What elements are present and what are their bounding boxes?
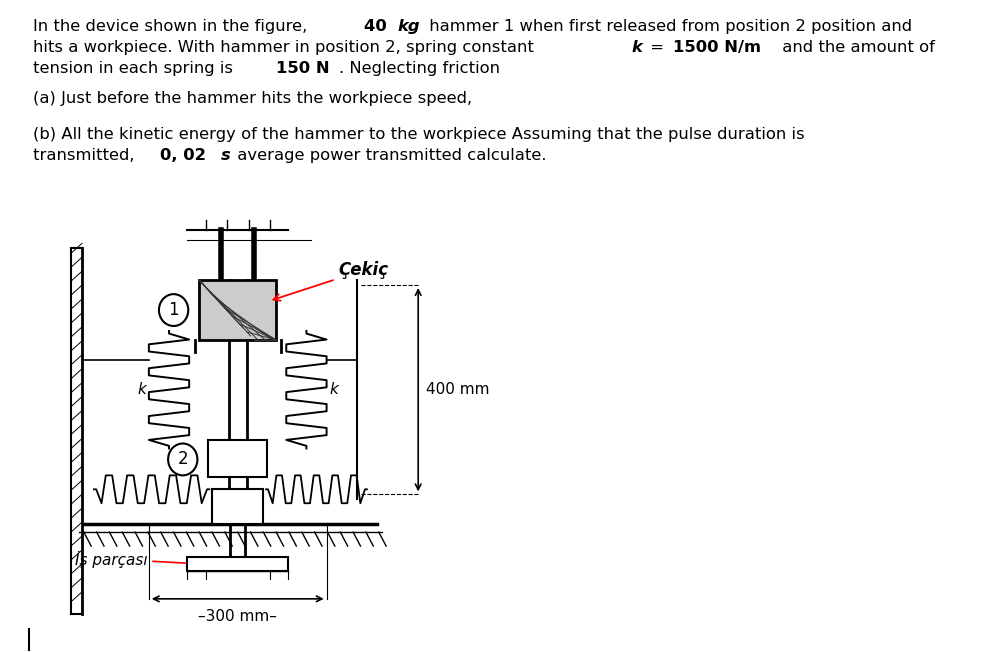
Text: In the device shown in the figure,: In the device shown in the figure, — [34, 20, 313, 35]
Text: İş parçası: İş parçası — [75, 550, 216, 567]
Text: k: k — [631, 40, 642, 55]
Circle shape — [168, 443, 198, 475]
Bar — [208, 439, 267, 477]
Bar — [188, 557, 288, 571]
Text: . Neglecting friction: . Neglecting friction — [340, 61, 501, 76]
Text: hits a workpiece. With hammer in position 2, spring constant: hits a workpiece. With hammer in positio… — [34, 40, 539, 55]
Text: (b) All the kinetic energy of the hammer to the workpiece Assuming that the puls: (b) All the kinetic energy of the hammer… — [34, 127, 805, 142]
Text: (a) Just before the hammer hits the workpiece speed,: (a) Just before the hammer hits the work… — [34, 91, 472, 106]
Text: k: k — [329, 382, 338, 397]
Text: s: s — [220, 148, 230, 163]
Text: transmitted,: transmitted, — [34, 148, 140, 163]
Text: Çekiç: Çekiç — [274, 261, 388, 301]
Text: kg: kg — [397, 20, 420, 35]
Circle shape — [159, 294, 189, 326]
Text: 150 N: 150 N — [276, 61, 330, 76]
Text: =: = — [644, 40, 669, 55]
Text: hammer 1 when first released from position 2 position and: hammer 1 when first released from positi… — [424, 20, 912, 35]
Bar — [200, 280, 277, 340]
Text: and the amount of: and the amount of — [778, 40, 935, 55]
Text: tension in each spring is: tension in each spring is — [34, 61, 239, 76]
Text: 2: 2 — [178, 451, 188, 468]
Text: 1500 N/m: 1500 N/m — [673, 40, 761, 55]
Text: average power transmitted calculate.: average power transmitted calculate. — [232, 148, 546, 163]
Text: k: k — [137, 382, 146, 397]
Text: 400 mm: 400 mm — [426, 382, 489, 397]
Bar — [212, 489, 264, 524]
Text: –300 mm–: –300 mm– — [199, 609, 278, 624]
Text: 40: 40 — [364, 20, 392, 35]
Text: 1: 1 — [168, 301, 179, 319]
Text: 0, 02: 0, 02 — [160, 148, 211, 163]
